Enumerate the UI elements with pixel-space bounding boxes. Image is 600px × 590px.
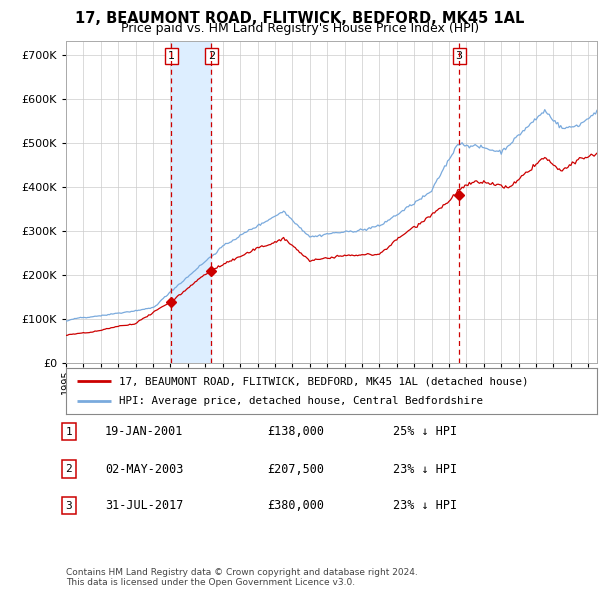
Text: Price paid vs. HM Land Registry's House Price Index (HPI): Price paid vs. HM Land Registry's House … — [121, 22, 479, 35]
Text: 23% ↓ HPI: 23% ↓ HPI — [393, 463, 457, 476]
Text: 1: 1 — [168, 51, 175, 61]
Text: 23% ↓ HPI: 23% ↓ HPI — [393, 499, 457, 512]
Text: 19-JAN-2001: 19-JAN-2001 — [105, 425, 184, 438]
Text: 17, BEAUMONT ROAD, FLITWICK, BEDFORD, MK45 1AL (detached house): 17, BEAUMONT ROAD, FLITWICK, BEDFORD, MK… — [119, 376, 529, 386]
Text: 3: 3 — [455, 51, 463, 61]
Text: 2: 2 — [208, 51, 215, 61]
Text: 31-JUL-2017: 31-JUL-2017 — [105, 499, 184, 512]
Text: 2: 2 — [65, 464, 73, 474]
Text: £138,000: £138,000 — [267, 425, 324, 438]
Text: £380,000: £380,000 — [267, 499, 324, 512]
Text: 25% ↓ HPI: 25% ↓ HPI — [393, 425, 457, 438]
Text: 1: 1 — [65, 427, 73, 437]
Bar — [172, 41, 211, 363]
Text: 02-MAY-2003: 02-MAY-2003 — [105, 463, 184, 476]
Text: 17, BEAUMONT ROAD, FLITWICK, BEDFORD, MK45 1AL: 17, BEAUMONT ROAD, FLITWICK, BEDFORD, MK… — [76, 11, 524, 25]
Text: £207,500: £207,500 — [267, 463, 324, 476]
Text: 3: 3 — [65, 501, 73, 510]
Text: Contains HM Land Registry data © Crown copyright and database right 2024.
This d: Contains HM Land Registry data © Crown c… — [66, 568, 418, 587]
Text: HPI: Average price, detached house, Central Bedfordshire: HPI: Average price, detached house, Cent… — [119, 396, 483, 407]
